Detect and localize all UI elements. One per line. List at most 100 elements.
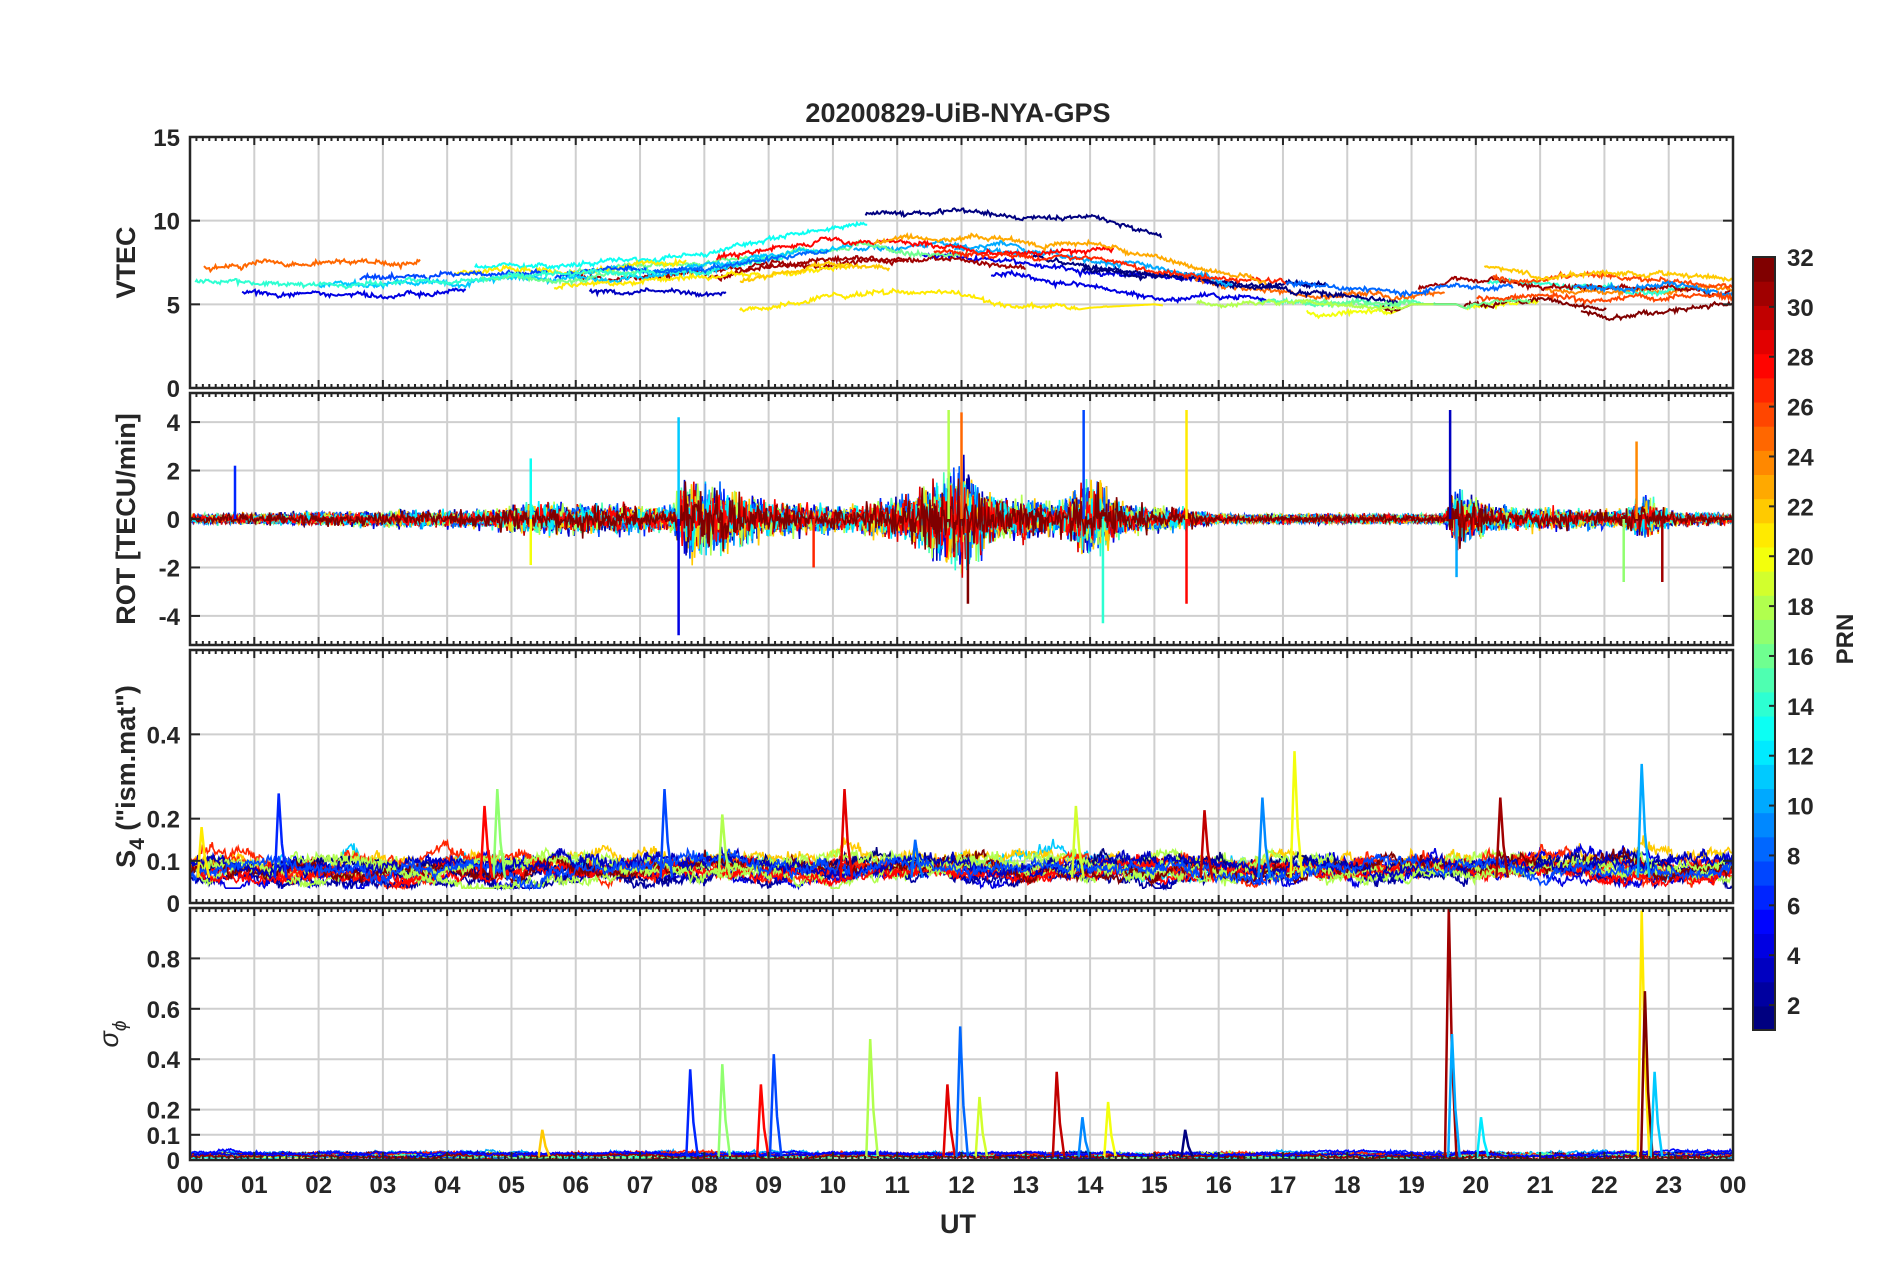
colorbar-tick-label: 18 <box>1787 594 1814 621</box>
colorbar-segment <box>1753 426 1775 451</box>
x-ticks <box>189 908 1734 1160</box>
series-line <box>654 249 830 275</box>
panel-rot: -4 -2 0 2 4 ROT [TECU/min] <box>111 391 1735 647</box>
y-tick-label: 5 <box>167 292 180 319</box>
series-line <box>588 287 727 298</box>
y-axis-label-suffix: ("ism.mat") <box>111 685 141 838</box>
peak-spike <box>1475 1117 1490 1158</box>
peak-spike <box>1077 1117 1092 1158</box>
colorbar-tick-label: 12 <box>1787 744 1814 771</box>
y-tick-label: 10 <box>153 209 180 236</box>
y-ticks <box>190 957 1733 1161</box>
colorbar-tick-label: 6 <box>1787 893 1800 920</box>
x-ticks <box>189 137 1734 388</box>
y-tick-label: 0.1 <box>147 849 180 876</box>
y-tick-label: 0 <box>167 891 180 918</box>
x-tick-label: 09 <box>755 1172 782 1199</box>
series-line <box>1572 280 1733 299</box>
peak-spike <box>492 789 507 878</box>
peak-spike <box>768 1054 783 1158</box>
peak-spike <box>196 826 211 878</box>
series-line <box>1492 270 1733 290</box>
colorbar-tick-label: 30 <box>1787 295 1814 322</box>
colorbar-tick-label: 28 <box>1787 345 1814 372</box>
colorbar-segment <box>1753 401 1775 427</box>
series-line <box>241 287 467 300</box>
series-line <box>864 207 1163 239</box>
panel-vtec: 0 5 10 15 VTEC <box>111 125 1735 403</box>
colorbar-segment <box>1753 836 1775 862</box>
y-ticks <box>190 733 1733 904</box>
peak-spike <box>755 1084 770 1158</box>
colorbar-segment <box>1753 1005 1775 1031</box>
y-axis-label-sub: 4 <box>126 838 149 850</box>
colorbar-tick-label: 14 <box>1787 694 1814 721</box>
series-line <box>739 260 891 284</box>
colorbar-tick-label: 2 <box>1787 993 1800 1020</box>
series-line <box>990 269 1267 304</box>
x-tick-label: 13 <box>1012 1172 1039 1199</box>
y-tick-label: 0.4 <box>147 1047 181 1074</box>
series-line <box>194 277 386 290</box>
x-tick-label: 14 <box>1077 1172 1104 1199</box>
peak-spike <box>717 1064 732 1158</box>
colorbar-tick-label: 16 <box>1787 644 1814 671</box>
peak-spike <box>910 839 925 879</box>
colorbar-segment <box>1753 474 1775 500</box>
y-tick-label: -4 <box>159 604 181 631</box>
y-axis-label: S4 ("ism.mat") <box>111 685 149 868</box>
colorbar-tick-label: 20 <box>1787 544 1814 571</box>
colorbar-segment <box>1753 933 1775 959</box>
y-tick-label: 0 <box>167 507 180 534</box>
peak-spike <box>974 1096 989 1158</box>
panel-s4: 00.10.20.4S4 ("ism.mat") <box>111 648 1735 918</box>
colorbar-segment <box>1753 812 1775 838</box>
series-line <box>1476 290 1733 306</box>
y-axis-label: ROT [TECU/min] <box>111 413 141 624</box>
x-tick-label: 04 <box>434 1172 461 1199</box>
peak-spike <box>1257 797 1272 878</box>
colorbar-segment <box>1753 619 1775 645</box>
colorbar-segment <box>1753 691 1775 717</box>
colorbar-label: PRN <box>1832 614 1859 665</box>
series-line <box>738 287 1163 313</box>
colorbar-segment <box>1753 740 1775 765</box>
peak-spike <box>865 1038 880 1158</box>
y-tick-label: 0.1 <box>147 1123 180 1150</box>
series-line <box>478 267 649 286</box>
series-line <box>1580 300 1733 322</box>
y-tick-label: 0.2 <box>147 1098 180 1125</box>
series-line <box>203 257 421 274</box>
peak-spike <box>1102 1101 1118 1158</box>
colorbar-segment <box>1753 329 1775 355</box>
peak-spike <box>1495 797 1510 878</box>
grid <box>190 137 1733 388</box>
colorbar-segment <box>1753 257 1775 282</box>
x-tick-label: 12 <box>948 1172 975 1199</box>
x-tick-label: 00 <box>177 1172 204 1199</box>
y-tick-label: 0 <box>167 376 180 403</box>
chart-title: 20200829-UiB-NYA-GPS <box>805 98 1110 128</box>
series-line <box>707 257 910 283</box>
colorbar-tick-label: 4 <box>1787 943 1801 970</box>
x-tick-label: 05 <box>498 1172 525 1199</box>
x-tick-label: 19 <box>1398 1172 1425 1199</box>
series-line <box>390 255 784 286</box>
y-tick-label: 15 <box>153 125 180 152</box>
x-tick-label: 06 <box>562 1172 589 1199</box>
y-tick-label: 0.6 <box>147 997 180 1024</box>
y-tick-label: 0.4 <box>147 722 181 749</box>
x-tick-label: 00 <box>1720 1172 1747 1199</box>
series-line <box>474 220 868 272</box>
y-ticks <box>190 421 1733 617</box>
colorbar-segment <box>1753 571 1775 596</box>
y-axis-label-main: S <box>111 850 141 868</box>
colorbar-tick-label: 32 <box>1787 245 1814 272</box>
series-line <box>1196 298 1434 313</box>
colorbar-tick-label: 22 <box>1787 494 1814 521</box>
x-tick-label: 22 <box>1591 1172 1618 1199</box>
peak-spike <box>1446 1033 1462 1158</box>
peak-spike <box>1443 908 1458 1158</box>
